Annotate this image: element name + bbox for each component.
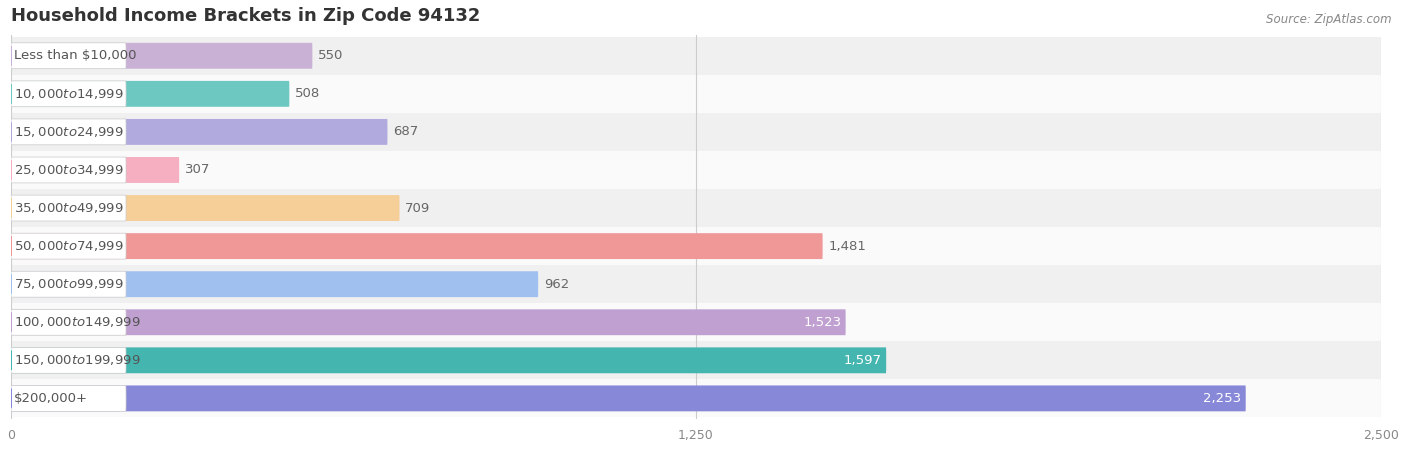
Bar [11, 341, 1381, 379]
Text: 508: 508 [295, 88, 321, 100]
FancyBboxPatch shape [11, 119, 388, 145]
FancyBboxPatch shape [11, 195, 127, 221]
Text: $200,000+: $200,000+ [14, 392, 89, 405]
Text: 709: 709 [405, 202, 430, 215]
Bar [11, 189, 1381, 227]
FancyBboxPatch shape [11, 157, 127, 183]
Text: 307: 307 [184, 163, 209, 176]
FancyBboxPatch shape [11, 309, 845, 335]
Text: 550: 550 [318, 49, 343, 62]
Text: Less than $10,000: Less than $10,000 [14, 49, 136, 62]
FancyBboxPatch shape [11, 309, 127, 335]
FancyBboxPatch shape [11, 195, 399, 221]
Bar [11, 75, 1381, 113]
Text: 962: 962 [544, 277, 569, 291]
Text: $25,000 to $34,999: $25,000 to $34,999 [14, 163, 124, 177]
FancyBboxPatch shape [11, 385, 127, 411]
Text: 2,253: 2,253 [1204, 392, 1241, 405]
FancyBboxPatch shape [11, 385, 1246, 411]
FancyBboxPatch shape [11, 81, 290, 107]
Text: $35,000 to $49,999: $35,000 to $49,999 [14, 201, 124, 215]
FancyBboxPatch shape [11, 43, 312, 69]
Text: $150,000 to $199,999: $150,000 to $199,999 [14, 353, 141, 367]
Text: $75,000 to $99,999: $75,000 to $99,999 [14, 277, 124, 291]
FancyBboxPatch shape [11, 348, 127, 373]
Bar [11, 227, 1381, 265]
Text: 1,597: 1,597 [844, 354, 882, 367]
Text: $15,000 to $24,999: $15,000 to $24,999 [14, 125, 124, 139]
Text: 687: 687 [392, 125, 418, 138]
Text: 1,523: 1,523 [803, 316, 841, 329]
Bar [11, 151, 1381, 189]
Text: $50,000 to $74,999: $50,000 to $74,999 [14, 239, 124, 253]
FancyBboxPatch shape [11, 233, 127, 259]
Text: $100,000 to $149,999: $100,000 to $149,999 [14, 315, 141, 329]
Bar [11, 379, 1381, 418]
Bar [11, 113, 1381, 151]
Text: Household Income Brackets in Zip Code 94132: Household Income Brackets in Zip Code 94… [11, 7, 481, 25]
FancyBboxPatch shape [11, 119, 127, 145]
Bar [11, 37, 1381, 75]
FancyBboxPatch shape [11, 43, 127, 69]
FancyBboxPatch shape [11, 348, 886, 373]
FancyBboxPatch shape [11, 271, 538, 297]
FancyBboxPatch shape [11, 157, 179, 183]
Bar [11, 303, 1381, 341]
FancyBboxPatch shape [11, 271, 127, 297]
Text: $10,000 to $14,999: $10,000 to $14,999 [14, 87, 124, 101]
Text: Source: ZipAtlas.com: Source: ZipAtlas.com [1267, 13, 1392, 26]
Text: 1,481: 1,481 [828, 240, 866, 253]
FancyBboxPatch shape [11, 233, 823, 259]
FancyBboxPatch shape [11, 81, 127, 107]
Bar [11, 265, 1381, 303]
